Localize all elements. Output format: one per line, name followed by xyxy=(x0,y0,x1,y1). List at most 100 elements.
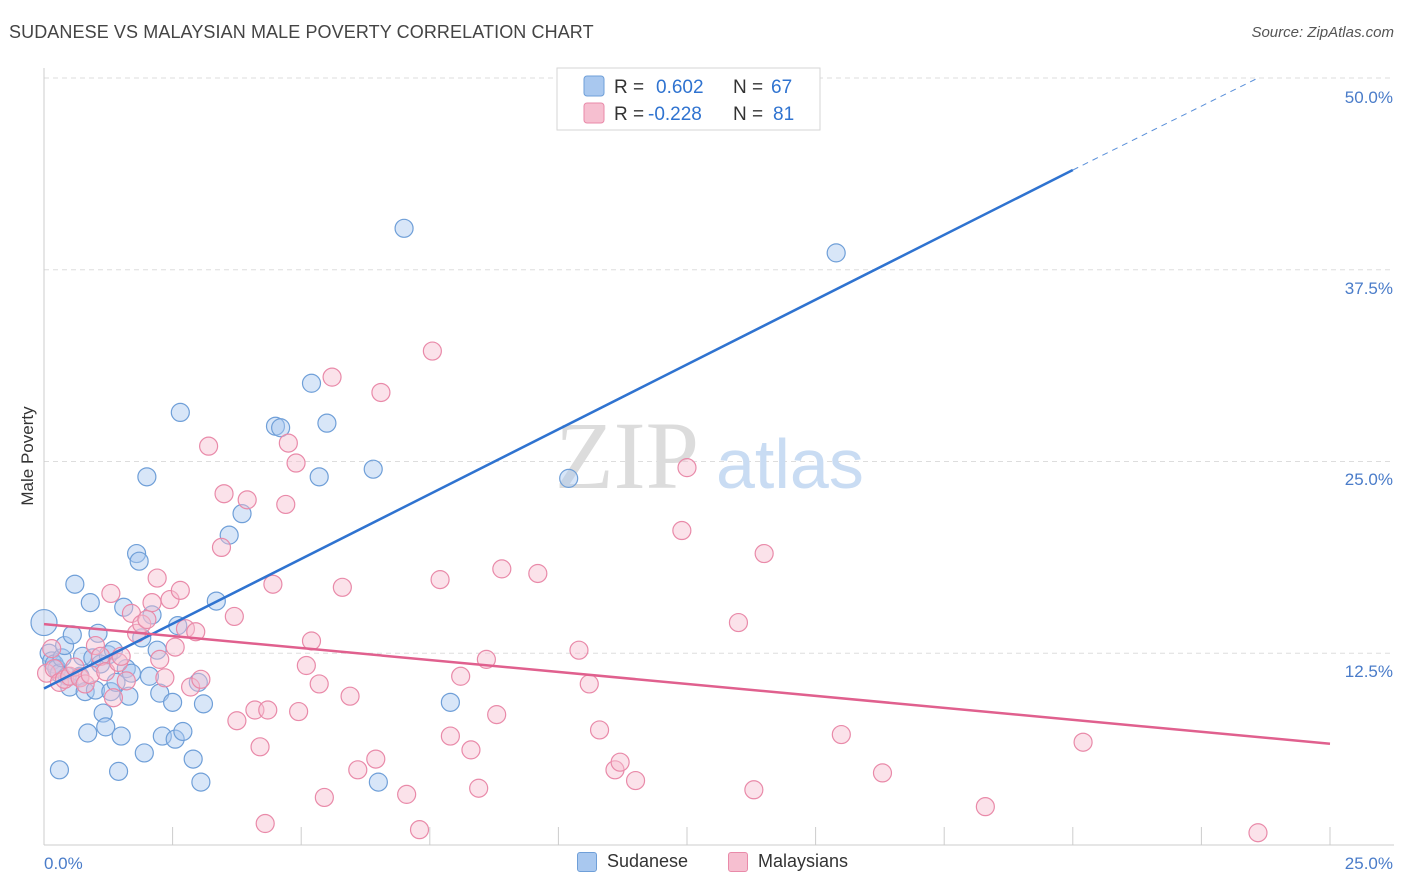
malaysian-point xyxy=(199,436,219,456)
malaysian-point xyxy=(397,784,417,804)
malaysian-point xyxy=(672,520,692,541)
malaysian-point xyxy=(296,655,316,676)
sudanese-point xyxy=(78,723,98,743)
malaysian-point xyxy=(610,752,630,772)
malaysian-point xyxy=(1248,823,1268,843)
malaysian-point xyxy=(227,711,247,731)
malaysian-point xyxy=(250,737,270,757)
legend-item-sudanese[interactable]: Sudanese xyxy=(577,851,688,872)
sudanese-point xyxy=(49,760,70,780)
trend-lines xyxy=(43,77,1331,746)
sudanese-point xyxy=(126,543,147,564)
watermark-zip: ZIP xyxy=(555,402,699,509)
malaysian-point xyxy=(101,583,121,604)
y-tick-label-25: 25.0% xyxy=(1345,470,1393,489)
malaysian-point xyxy=(348,760,368,780)
sudanese-point xyxy=(165,729,185,749)
malaysian-point xyxy=(255,813,275,834)
malaysian-point xyxy=(569,640,589,660)
stats-legend: R = 0.602 N = 67 R = -0.228 N = 81 xyxy=(556,67,821,131)
sudanese-point xyxy=(65,574,85,594)
malaysian-point xyxy=(366,749,386,769)
malaysian-point xyxy=(286,453,306,473)
sudanese-point xyxy=(317,413,337,433)
axes xyxy=(43,68,1394,846)
malaysian-point xyxy=(487,705,507,725)
stats-legend-r-label-malaysian: R = xyxy=(614,104,644,125)
legend-swatch-malaysians xyxy=(728,851,748,872)
sudanese-point xyxy=(170,402,190,423)
malaysian-point xyxy=(469,778,489,798)
sudanese-point xyxy=(85,680,106,700)
sudanese-trend-line xyxy=(43,168,1074,690)
tick-labels: 0.0% 25.0% 12.5% 25.0% 37.5% 50.0% xyxy=(44,88,1393,873)
malaysian-point xyxy=(625,770,646,791)
malaysian-point xyxy=(371,382,391,403)
malaysian-point xyxy=(430,570,450,590)
malaysian-point xyxy=(440,726,460,746)
sudanese-point xyxy=(134,743,154,763)
malaysian-point xyxy=(42,639,62,659)
stats-legend-n-label-sudanese: N = xyxy=(733,77,763,98)
malaysian-point xyxy=(975,797,995,817)
legend-label-sudanese: Sudanese xyxy=(607,851,689,871)
sudanese-point xyxy=(137,467,157,487)
malaysian-point xyxy=(137,609,157,630)
sudanese-point xyxy=(440,692,460,712)
malaysian-point xyxy=(451,666,471,686)
malaysian-point xyxy=(142,593,162,613)
sudanese-point xyxy=(219,525,239,545)
malaysian-point xyxy=(1073,732,1093,752)
malaysian-point xyxy=(186,622,206,642)
legend-label-malaysians: Malaysians xyxy=(758,851,849,871)
malaysian-point xyxy=(278,433,298,453)
sudanese-point xyxy=(114,597,134,617)
malaysian-point xyxy=(728,612,749,633)
malaysian-point xyxy=(528,563,548,584)
malaysian-point xyxy=(872,763,893,783)
sudanese-point xyxy=(30,608,58,637)
malaysian-point xyxy=(589,720,610,740)
sudanese-point xyxy=(826,243,846,263)
malaysian-point xyxy=(492,559,512,579)
malaysian-point xyxy=(422,341,442,361)
malaysian-point xyxy=(103,688,124,708)
y-tick-label-12-5: 12.5% xyxy=(1345,662,1393,681)
malaysian-point xyxy=(214,484,234,504)
sudanese-point xyxy=(363,459,383,479)
malaysian-point xyxy=(340,686,360,706)
malaysian-point xyxy=(237,490,257,510)
malaysian-point xyxy=(289,701,309,722)
stats-legend-n-value-sudanese: 67 xyxy=(771,77,792,98)
malaysian-point xyxy=(263,574,283,594)
stats-legend-r-label-sudanese: R = xyxy=(614,77,644,98)
stats-legend-malaysian-swatch xyxy=(583,102,605,124)
sudanese-point xyxy=(368,772,388,792)
sudanese-point xyxy=(309,467,329,487)
malaysian-point xyxy=(155,668,175,688)
malaysian-point xyxy=(314,787,334,808)
legend-item-malaysians[interactable]: Malaysians xyxy=(728,851,848,872)
malaysian-point xyxy=(579,674,599,694)
sudanese-point xyxy=(108,761,129,781)
sudanese-point xyxy=(183,749,203,769)
malaysian-point xyxy=(258,700,278,720)
stats-legend-n-value-malaysian: 81 xyxy=(773,104,794,125)
sudanese-point xyxy=(96,717,116,737)
sudanese-point xyxy=(111,726,131,746)
stats-legend-sudanese-swatch xyxy=(583,75,605,97)
malaysian-point xyxy=(150,649,170,669)
data-points xyxy=(30,218,1268,843)
chart-title: SUDANESE VS MALAYSIAN MALE POVERTY CORRE… xyxy=(9,22,594,42)
watermark-atlas: atlas xyxy=(716,425,864,503)
source-note: Source: ZipAtlas.com xyxy=(1251,24,1394,41)
y-tick-label-50: 50.0% xyxy=(1345,88,1393,107)
sudanese-point xyxy=(139,666,160,686)
malaysian-point xyxy=(147,568,167,588)
malaysian-point xyxy=(461,740,481,760)
x-tick-label-0: 0.0% xyxy=(44,854,83,873)
malaysian-point xyxy=(75,674,95,694)
malaysian-point xyxy=(309,674,329,694)
sudanese-point xyxy=(119,686,139,706)
